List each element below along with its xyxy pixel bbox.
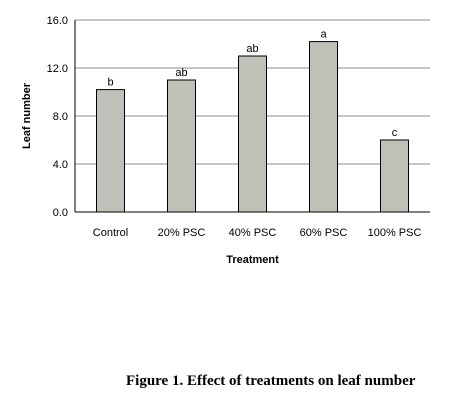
x-tick-labels: Control 20% PSC 40% PSC 60% PSC 100% PSC — [93, 227, 422, 239]
bars — [96, 41, 409, 213]
y-tick-label: 12.0 — [47, 63, 68, 75]
x-tick-label: 100% PSC — [368, 227, 422, 239]
x-axis-title: Treatment — [226, 254, 279, 266]
bar — [238, 55, 267, 213]
significance-label: ab — [175, 67, 187, 79]
significance-label: c — [392, 127, 398, 139]
bar — [380, 139, 409, 213]
significance-label: ab — [246, 43, 258, 55]
bar-labels: b ab ab a c — [107, 29, 397, 139]
x-tick-label: 40% PSC — [229, 227, 277, 239]
y-tick-label: 4.0 — [53, 159, 68, 171]
x-tick-label: Control — [93, 227, 128, 239]
bar-chart: b ab ab a c 0.0 4.0 8.0 12.0 16.0 Control 20% PSC… — [21, 15, 430, 266]
x-tick-label: 20% PSC — [158, 227, 206, 239]
y-tick-label: 0.0 — [53, 207, 68, 219]
y-tick-label: 8.0 — [53, 111, 68, 123]
bar — [96, 89, 125, 213]
y-tick-labels: 0.0 4.0 8.0 12.0 16.0 — [47, 15, 68, 219]
significance-label: a — [320, 29, 327, 41]
y-tick-label: 16.0 — [47, 15, 68, 27]
significance-label: b — [107, 77, 113, 89]
y-axis-title: Leaf number — [21, 82, 33, 149]
x-tick-label: 60% PSC — [300, 227, 348, 239]
bar — [309, 41, 338, 213]
figure-caption: Figure 1. Effect of treatments on leaf n… — [126, 373, 416, 389]
bar — [167, 79, 196, 213]
